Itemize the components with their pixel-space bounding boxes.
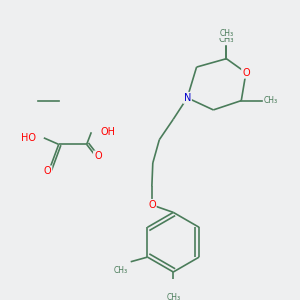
- Text: O: O: [94, 152, 102, 161]
- Text: O: O: [242, 68, 250, 78]
- Text: O: O: [148, 200, 156, 210]
- Text: OH: OH: [100, 127, 116, 137]
- Text: CH₃: CH₃: [264, 96, 278, 105]
- Text: CH₃: CH₃: [166, 293, 180, 300]
- Text: CH₃: CH₃: [219, 29, 233, 38]
- Text: N: N: [184, 93, 191, 103]
- Text: CH₃: CH₃: [114, 266, 128, 275]
- Text: CH₃: CH₃: [219, 35, 234, 44]
- Text: HO: HO: [21, 133, 36, 143]
- Text: O: O: [44, 167, 51, 176]
